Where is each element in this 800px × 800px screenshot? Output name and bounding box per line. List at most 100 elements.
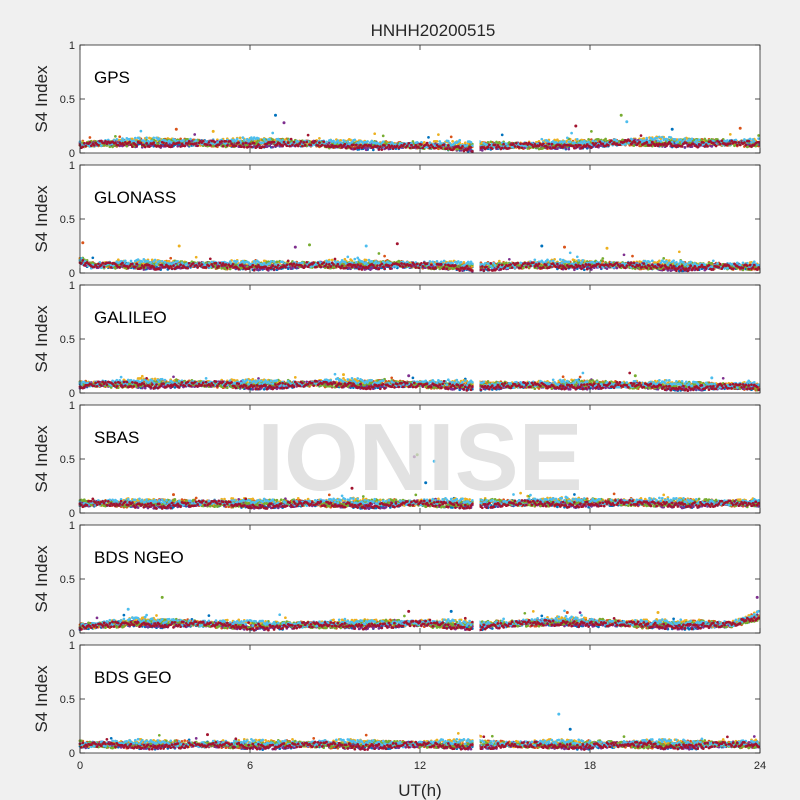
data-point [241,142,245,145]
data-point [284,138,287,142]
y-tick-label: 0.5 [60,94,75,106]
data-point [439,146,443,150]
data-point [349,146,352,150]
data-point [428,146,432,150]
data-point [590,130,593,133]
data-point [446,144,450,147]
data-point [575,137,579,141]
data-point [383,144,386,147]
data-point [757,137,760,140]
data-point [281,144,284,148]
data-point [257,137,260,140]
data-point [422,141,426,144]
data-point [208,143,212,147]
data-point [88,141,92,144]
data-point [303,143,307,147]
data-point [505,142,508,146]
data-point [152,136,156,140]
data-point [594,142,598,145]
data-point [541,142,545,146]
data-gap [473,46,480,152]
data-point [757,140,760,144]
data-point [738,143,742,147]
data-point [735,143,739,147]
data-point [182,139,185,142]
data-point [242,145,246,149]
data-point [189,137,192,141]
data-point [607,143,610,147]
data-point [597,143,600,147]
data-point [624,143,627,146]
data-point [633,141,637,144]
data-point [565,136,569,140]
data-point [373,132,377,136]
data-point [313,139,317,143]
data-point [244,141,248,145]
data-point [346,140,350,143]
data-point [81,145,85,149]
data-point [699,143,702,147]
data-point [502,142,505,146]
data-point [354,143,358,147]
data-point [463,141,467,145]
data-point [408,146,412,150]
data-point [99,144,103,147]
data-point [570,131,573,135]
data-point [563,140,566,143]
data-point [683,137,687,140]
data-point [225,144,229,147]
data-point [114,141,117,144]
data-point [590,145,593,149]
data-point [206,143,209,147]
data-point [173,138,177,142]
data-point [469,141,473,144]
data-point [639,134,643,137]
data-point [352,143,355,147]
data-point [519,142,522,146]
data-point [578,143,582,147]
data-point [645,136,649,140]
data-point [306,133,310,137]
data-point [104,139,107,143]
data-point [247,145,250,149]
data-point [217,143,221,146]
data-point [301,144,304,148]
data-point [658,135,661,139]
data-point [115,137,119,141]
data-point [680,145,684,148]
data-point [318,141,321,144]
data-point [224,139,228,143]
data-point [292,140,296,144]
data-point [116,143,120,147]
data-point [262,137,266,141]
data-point [415,140,419,144]
data-point [655,136,658,140]
data-point [513,145,517,148]
data-point [377,147,381,151]
data-point [235,137,239,141]
data-point [135,144,139,147]
data-point [230,142,233,146]
data-point [353,138,357,142]
data-point [514,141,518,145]
data-point [645,140,649,144]
data-point [91,256,95,260]
data-point [383,254,386,258]
data-point [381,134,385,138]
y-axis-label: S4 Index [32,65,51,133]
data-point [302,141,306,144]
data-point [462,261,466,264]
data-point [550,142,554,146]
data-point [537,147,541,151]
data-point-spike [619,113,623,117]
data-point [118,135,122,139]
data-point [194,142,198,145]
data-point [122,143,126,147]
data-point [159,144,163,148]
data-point [757,134,760,137]
data-point [500,133,504,137]
data-point [316,144,320,147]
data-point [183,144,187,148]
data-point [714,144,718,148]
data-point [128,140,131,144]
